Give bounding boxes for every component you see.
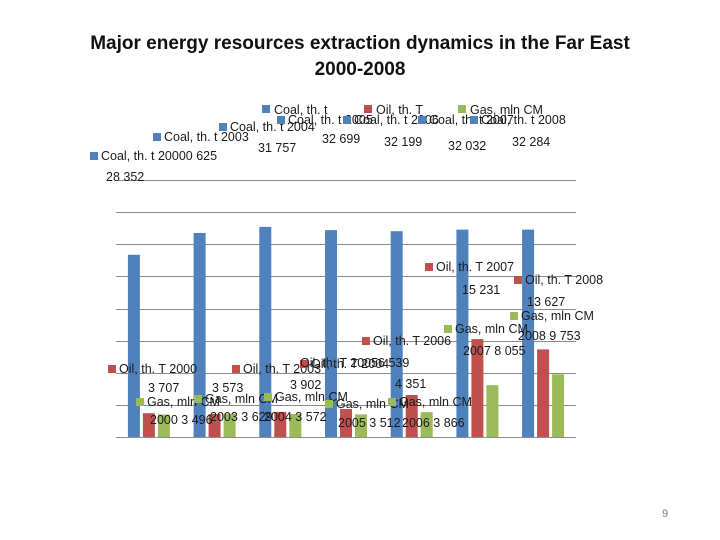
- data-label-oil-10: Oil, th. T 2007: [436, 260, 514, 274]
- data-label-oil-2: 3 707: [148, 381, 179, 395]
- label-marker-gas: [264, 393, 272, 401]
- bar-coal-2006: [390, 231, 403, 437]
- data-label-oil-4: 3 573: [212, 381, 243, 395]
- label-marker-oil: [425, 263, 433, 271]
- bar-gas-2000: [157, 414, 170, 437]
- data-label-coal-1: Coal, th. t 20000 625: [101, 149, 217, 163]
- data-label-coal-3: Coal, th. t 2003: [164, 130, 249, 144]
- label-marker-oil: [300, 360, 308, 368]
- data-label-coal-7: 32 699: [322, 132, 360, 146]
- data-label-gas-2: 2000 3 496: [150, 413, 213, 427]
- chart-title-line-2: 2000-2008: [314, 59, 406, 80]
- data-label-gas-3: Gas, mln CM: [205, 392, 278, 406]
- bar-coal-2005: [325, 230, 337, 437]
- data-label-gas-7: Gas, mln CM: [336, 397, 409, 411]
- data-label-coal-12: Coal, th. t 2008: [481, 113, 566, 127]
- label-marker-gas: [136, 398, 144, 406]
- data-label-coal-6: Coal, th. t 2005: [288, 113, 373, 127]
- label-marker-coal: [343, 116, 351, 124]
- bar-coal-2000: [127, 254, 140, 437]
- label-marker-gas: [388, 398, 396, 406]
- data-labels: Coal, th. t 20000 625 28 352 Coal, th. t 2…: [90, 113, 603, 430]
- bar-oil-2000: [142, 413, 155, 437]
- label-marker-coal: [90, 152, 98, 160]
- gridlines: [116, 180, 576, 438]
- label-marker-gas: [325, 400, 333, 408]
- label-marker-oil: [108, 365, 116, 373]
- data-label-gas-14: 2008 9 753: [518, 329, 581, 343]
- data-label-oil-12: Oil, th. T 2008: [525, 273, 603, 287]
- bar-coal-2004: [259, 226, 272, 437]
- legend-marker-3: [458, 105, 466, 113]
- legend-entry-3: Gas, mln CM: [470, 103, 543, 117]
- bar-gas-2006: [420, 412, 433, 437]
- data-label-gas-6: 2004 3 572: [264, 410, 327, 424]
- label-marker-coal: [470, 116, 478, 124]
- legend: Coal, th. t Oil, th. T Gas, mln CM: [262, 103, 543, 117]
- data-label-oil-13: 13 627: [527, 295, 565, 309]
- data-label-oil-5: Oil, th. T 2004: [311, 357, 389, 371]
- label-marker-oil: [514, 276, 522, 284]
- legend-entry-2: Oil, th. T: [376, 103, 423, 117]
- bar-coal-2008: [522, 229, 535, 437]
- data-label-gas-4: 2003 3 629: [210, 410, 273, 424]
- data-label-coal-8: Coal, th. t 2006: [354, 113, 439, 127]
- page-number: 9: [662, 508, 669, 520]
- data-label-coal-5: Coal, th. t 2004: [230, 120, 315, 134]
- data-label-oil-7: Oil, th. T 20056 539: [300, 356, 409, 370]
- legend-marker-1: [262, 105, 270, 113]
- data-label-gas-9: Gas, mln CM: [399, 395, 472, 409]
- bar-gas-2007: [486, 385, 499, 437]
- bar-oil-2006: [405, 395, 418, 437]
- label-marker-gas: [194, 395, 202, 403]
- bar-oil-2008: [537, 349, 550, 437]
- bar-gas-2008: [552, 374, 565, 437]
- label-marker-coal: [277, 116, 285, 124]
- bars: [127, 226, 565, 437]
- chart-title-line-1: Major energy resources extraction dynami…: [90, 33, 630, 54]
- data-label-oil-1: Oil, th. T 2000: [119, 362, 197, 376]
- bar-gas-2005: [355, 414, 367, 437]
- label-marker-gas: [510, 312, 518, 320]
- bar-coal-2003: [193, 233, 206, 437]
- label-marker-coal: [153, 133, 161, 141]
- data-label-gas-13: Gas, mln CM: [521, 309, 594, 323]
- data-label-gas-10: 2006 3 866: [402, 416, 465, 430]
- data-label-coal-4: 31 757: [258, 141, 296, 155]
- bar-oil-2003: [208, 414, 221, 437]
- label-marker-gas: [444, 325, 452, 333]
- data-label-gas-12: 2007 8 055: [463, 344, 526, 358]
- data-label-oil-11: 15 231: [462, 283, 500, 297]
- label-marker-oil: [362, 337, 370, 345]
- label-marker-coal: [418, 116, 426, 124]
- label-marker-oil: [232, 365, 240, 373]
- bar-gas-2003: [223, 413, 236, 437]
- bar-oil-2005: [340, 409, 352, 437]
- bar-coal-2007: [456, 229, 469, 437]
- bar-oil-2004: [274, 411, 287, 437]
- legend-entry-1: Coal, th. t: [274, 103, 328, 117]
- data-label-coal-13: 32 284: [512, 135, 550, 149]
- data-label-coal-11: 32 032: [448, 139, 486, 153]
- bar-gas-2004: [289, 414, 302, 437]
- label-marker-coal: [219, 123, 227, 131]
- bar-oil-2007: [471, 339, 484, 437]
- data-label-gas-11: Gas, mln CM: [455, 322, 528, 336]
- data-label-coal-2: 28 352: [106, 170, 144, 184]
- data-label-oil-6: 3 902: [290, 378, 321, 392]
- data-label-oil-9: Oil, th. T 2006: [373, 334, 451, 348]
- legend-marker-2: [364, 105, 372, 113]
- data-label-oil-8: 4 351: [395, 377, 426, 391]
- data-label-coal-10: 32 199: [384, 135, 422, 149]
- data-label-gas-8: 2005 3 512: [338, 416, 401, 430]
